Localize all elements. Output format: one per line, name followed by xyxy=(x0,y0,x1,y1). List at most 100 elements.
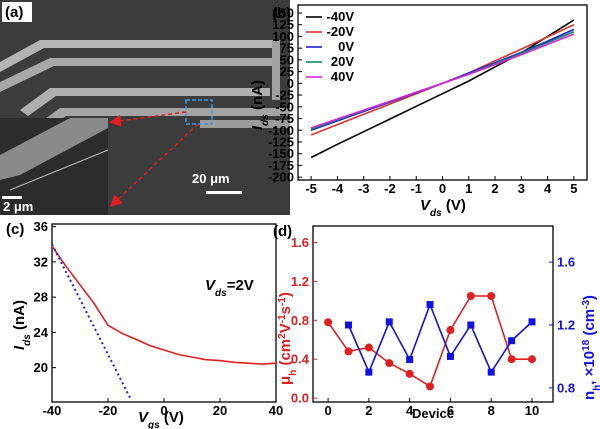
label-part: 2 xyxy=(277,333,288,339)
label-part: V xyxy=(420,197,432,214)
label-part: s xyxy=(277,306,294,314)
y-tick-label: -200 xyxy=(268,170,294,185)
series-line xyxy=(51,245,277,365)
label-part: (nA) xyxy=(11,300,28,334)
y-tick-label: 125 xyxy=(272,17,294,32)
x-tick-label: -4 xyxy=(332,181,344,196)
y2-tick-label: 1.2 xyxy=(557,318,575,333)
marker xyxy=(467,321,475,329)
y2-axis-label: nh, ×1018 (cm-3) xyxy=(581,295,600,400)
x-tick-label: -2 xyxy=(384,181,396,196)
y-axis-label: Ids (nA) xyxy=(11,300,33,350)
y-tick-label: -75 xyxy=(275,111,294,126)
x-tick-label: 20 xyxy=(213,403,227,418)
plot-frame xyxy=(51,223,277,403)
label-part: h xyxy=(288,370,299,376)
x-tick-label: 2 xyxy=(491,181,498,196)
y-tick-label: 50 xyxy=(280,52,294,67)
label-part: (cm xyxy=(277,339,294,370)
label-part: V xyxy=(138,409,150,426)
y-tick-label: 25 xyxy=(280,64,294,79)
legend-label: -20V xyxy=(327,24,355,39)
y-tick-label: 0.8 xyxy=(291,313,309,328)
x-tick-label: -1 xyxy=(410,181,422,196)
y-tick-label: 28 xyxy=(34,290,48,305)
y-tick-label: -150 xyxy=(268,146,294,161)
label-part: -1 xyxy=(277,314,288,323)
label-part: -3 xyxy=(581,300,592,309)
y-tick-label: -175 xyxy=(268,158,294,173)
legend-label: -40V xyxy=(327,9,355,24)
label-part: , ×10 xyxy=(581,351,598,385)
label-part: I xyxy=(11,345,28,350)
marker xyxy=(528,318,536,326)
marker xyxy=(507,355,516,364)
marker xyxy=(364,343,373,352)
label-part: ds xyxy=(215,288,227,299)
x-tick-label: 4 xyxy=(406,403,414,418)
y-tick-label: 36 xyxy=(34,219,48,234)
series-line xyxy=(347,302,533,375)
x-tick-label: 5 xyxy=(570,181,577,196)
label-part: -1 xyxy=(277,297,288,306)
y-axis-label: Ids (nA) xyxy=(249,80,271,130)
marker xyxy=(405,369,414,378)
x-tick-label: 8 xyxy=(488,403,495,418)
marker xyxy=(487,292,496,301)
y-tick-label: 150 xyxy=(272,5,294,20)
panel-label: (c) xyxy=(6,221,24,238)
marker xyxy=(385,359,394,368)
x-tick-label: 0 xyxy=(439,181,446,196)
x-tick-label: -3 xyxy=(358,181,370,196)
marker xyxy=(508,337,516,345)
series-line xyxy=(310,33,575,129)
annotation: Vds=2V xyxy=(205,277,254,299)
label-part: (cm xyxy=(581,309,598,340)
y-tick-label: 32 xyxy=(34,254,48,269)
x-tick-label: -5 xyxy=(305,181,317,196)
marker xyxy=(344,347,353,356)
sem-image xyxy=(0,0,290,215)
x-tick-label: 3 xyxy=(518,181,525,196)
y-tick-label: 1.6 xyxy=(291,235,309,250)
series-line xyxy=(51,243,132,399)
legend-label: 20V xyxy=(331,54,354,69)
scale-label: 2 μm xyxy=(3,199,33,214)
x-tick-label: -20 xyxy=(99,403,118,418)
y-tick-label: 75 xyxy=(280,41,294,56)
marker xyxy=(446,326,455,335)
panel-label: (d) xyxy=(273,223,292,240)
x-tick-label: -40 xyxy=(43,403,62,418)
series-line xyxy=(327,295,532,388)
marker xyxy=(527,355,536,364)
label-part: ) xyxy=(277,292,294,297)
marker xyxy=(385,318,393,326)
label-part: (V) xyxy=(442,197,466,214)
marker xyxy=(466,292,475,301)
series-line xyxy=(310,19,575,159)
label-part: 18 xyxy=(581,339,592,351)
x-axis-label: Device xyxy=(412,406,454,421)
label-part: V xyxy=(277,323,294,333)
label-part: gs xyxy=(147,420,160,429)
legend-label: 40V xyxy=(331,69,354,84)
y-tick-label: -25 xyxy=(275,88,294,103)
label-part: ds xyxy=(22,334,33,346)
scale-label: 20 μm xyxy=(192,171,230,186)
y-axis-label: μh (cm2V-1s-1) xyxy=(277,292,299,385)
y-tick-label: 0.4 xyxy=(291,352,310,367)
x-tick-label: 0 xyxy=(324,403,331,418)
label-part: (V) xyxy=(160,409,184,426)
y-tick-label: 100 xyxy=(272,29,294,44)
x-tick-label: 10 xyxy=(525,403,539,418)
x-axis-label: Vds (V) xyxy=(420,197,466,219)
y-tick-label: 24 xyxy=(34,325,49,340)
x-tick-label: 6 xyxy=(447,403,454,418)
x-axis-label: Vgs (V) xyxy=(138,409,184,429)
label-part: I xyxy=(249,125,266,130)
x-tick-label: 1 xyxy=(465,181,472,196)
label-part: ds xyxy=(260,114,271,126)
marker xyxy=(324,318,333,327)
label-part: (nA) xyxy=(249,80,266,114)
label-part: ) xyxy=(581,295,598,300)
